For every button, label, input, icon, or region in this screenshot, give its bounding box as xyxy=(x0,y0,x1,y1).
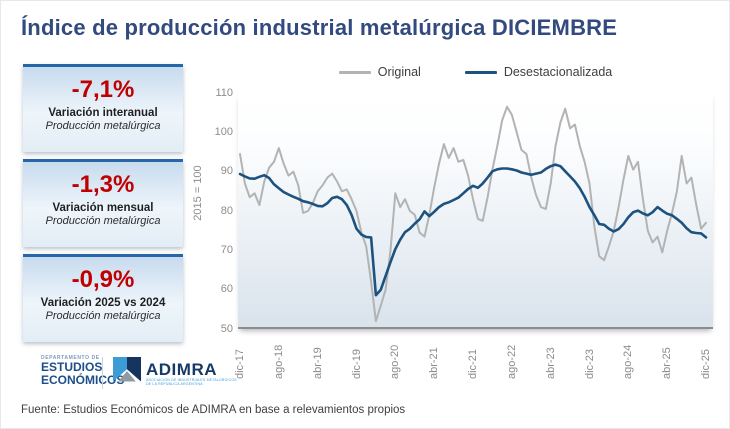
x-axis-tick-dic-25: dic-25 xyxy=(700,349,712,379)
page-title: Índice de producción industrial metalúrg… xyxy=(21,15,618,40)
stat-label-anual: Variación 2025 vs 2024 xyxy=(40,297,166,309)
adimra-name-label: ADIMRA xyxy=(146,360,217,379)
x-axis-tick-dic-23: dic-23 xyxy=(583,349,596,379)
x-axis-tick-ago-22: ago-22 xyxy=(505,344,518,379)
chart-plot xyxy=(238,93,713,329)
y-axis-tick-70: 70 xyxy=(220,243,233,256)
y-axis-tick-80: 80 xyxy=(220,204,233,217)
y-axis-tick-60: 60 xyxy=(220,283,233,296)
dept-estudios-economicos-logo: DEPARTAMENTO DE ESTUDIOS ECONÓMICOS xyxy=(41,355,124,387)
x-axis-tick-dic-21: dic-21 xyxy=(467,349,479,379)
adimra-tagline-line1: ASOCIACIÓN DE INDUSTRIALES METALÚRGICOS xyxy=(146,378,237,382)
original-line xyxy=(239,105,707,323)
chart-legend: Original Desestacionalizada xyxy=(238,65,713,79)
source-footer: Fuente: Estudios Económicos de ADIMRA en… xyxy=(21,404,406,416)
y-axis-tick-100: 100 xyxy=(214,125,233,138)
dept-line1-label: ESTUDIOS xyxy=(41,360,103,374)
legend-label-original: Original xyxy=(377,65,421,79)
stat-sublabel-mensual: Producción metalúrgica xyxy=(45,215,161,227)
x-axis-tick-abr-25: abr-25 xyxy=(661,347,674,379)
stat-box-mensual: -1,3% Variación mensual Producción metal… xyxy=(23,159,183,247)
adimra-diamond-icon xyxy=(113,357,141,390)
x-axis-tick-abr-23: abr-23 xyxy=(544,347,557,379)
legend-item-original: Original xyxy=(338,65,421,79)
adimra-tagline-line2: DE LA REPÚBLICA ARGENTINA xyxy=(146,382,203,386)
stat-box-interanual: -7,1% Variación interanual Producción me… xyxy=(23,64,183,152)
legend-item-desestacionalizada: Desestacionalizada xyxy=(464,65,613,79)
desestacionalizada-line xyxy=(238,163,708,297)
stat-value-interanual: -7,1% xyxy=(71,76,135,103)
stat-sublabel-anual: Producción metalúrgica xyxy=(45,310,161,322)
original-line-swatch xyxy=(338,70,371,74)
stat-box-anual: -0,9% Variación 2025 vs 2024 Producción … xyxy=(23,254,183,342)
y-axis-tick-110: 110 xyxy=(215,86,233,99)
y-axis-tick-50: 50 xyxy=(220,322,233,335)
stat-label-mensual: Variación mensual xyxy=(52,202,154,214)
adimra-logo: ADIMRA ASOCIACIÓN DE INDUSTRIALES METALÚ… xyxy=(113,357,237,390)
x-axis-tick-dic-19: dic-19 xyxy=(350,349,363,379)
dept-small-label: DEPARTAMENTO DE xyxy=(41,355,100,361)
x-axis-tick-ago-18: ago-18 xyxy=(272,344,285,379)
stat-label-interanual: Variación interanual xyxy=(48,107,158,119)
desestacionalizada-line-swatch xyxy=(464,70,497,74)
y-axis-tick-90: 90 xyxy=(220,165,233,178)
stat-value-mensual: -1,3% xyxy=(71,171,135,198)
legend-label-desestacionalizada: Desestacionalizada xyxy=(503,65,613,79)
x-axis-tick-ago-24: ago-24 xyxy=(622,344,635,379)
x-axis-tick-abr-21: abr-21 xyxy=(428,347,441,379)
dept-line2-label: ECONÓMICOS xyxy=(41,373,125,387)
stat-sublabel-interanual: Producción metalúrgica xyxy=(45,120,161,132)
x-axis-tick-abr-19: abr-19 xyxy=(311,347,324,379)
logo-divider xyxy=(102,357,103,389)
x-axis-tick-ago-20: ago-20 xyxy=(389,344,402,379)
stat-value-anual: -0,9% xyxy=(71,266,135,293)
